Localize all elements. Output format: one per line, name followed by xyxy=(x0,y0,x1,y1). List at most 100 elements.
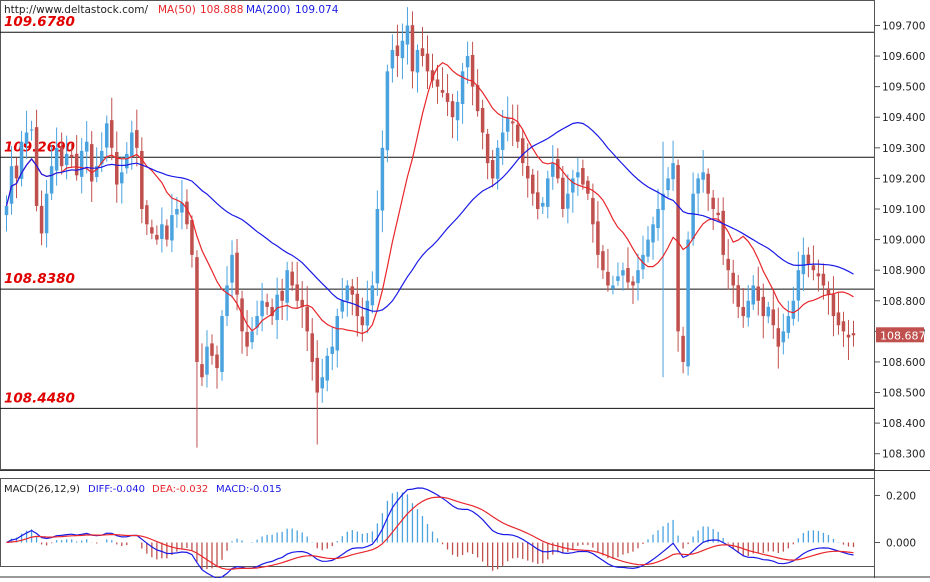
candle-body xyxy=(535,192,540,209)
candle-body xyxy=(255,316,259,328)
candle-body xyxy=(385,71,390,151)
candle-body xyxy=(821,273,826,286)
candle xyxy=(225,266,229,327)
candle xyxy=(831,276,836,337)
source-url[interactable]: http://www.deltastock.com/ xyxy=(4,4,149,16)
candle-body xyxy=(470,54,475,87)
candle xyxy=(566,174,570,224)
candle-body xyxy=(696,178,700,194)
candle-body xyxy=(155,234,159,240)
candle xyxy=(686,231,690,376)
candle xyxy=(120,156,124,204)
candle xyxy=(541,197,545,214)
candle-body xyxy=(325,355,330,381)
candle-body xyxy=(475,85,480,112)
candle xyxy=(761,283,766,339)
candle-body xyxy=(19,141,24,179)
candle-body xyxy=(530,174,535,194)
candle xyxy=(54,127,59,186)
candle-body xyxy=(460,71,465,105)
candle-body xyxy=(84,141,89,152)
candle-body xyxy=(485,133,490,164)
candle xyxy=(24,110,29,159)
candle xyxy=(14,157,19,199)
candle xyxy=(235,239,239,311)
candle-body xyxy=(104,123,109,148)
candle xyxy=(350,279,355,316)
candle xyxy=(125,142,129,174)
candle xyxy=(39,190,44,246)
candle xyxy=(340,278,345,319)
candle xyxy=(104,115,109,162)
candle xyxy=(64,135,69,180)
candle-body xyxy=(175,209,179,215)
ma200-line xyxy=(5,121,854,312)
candle xyxy=(816,259,821,292)
candle-body xyxy=(220,316,224,372)
candle xyxy=(365,280,370,334)
candle-body xyxy=(631,281,635,286)
candle xyxy=(701,150,705,193)
candle-body xyxy=(515,124,520,142)
candle-body xyxy=(791,300,796,319)
candle xyxy=(19,130,24,187)
candle-body xyxy=(305,306,309,332)
candle xyxy=(455,90,460,141)
candle-body xyxy=(315,357,319,393)
current-price-tag xyxy=(876,327,924,343)
candle-body xyxy=(566,193,570,209)
ma200-label: MA(200) xyxy=(246,4,290,16)
candle xyxy=(4,195,9,232)
candle-body xyxy=(125,153,129,169)
candle xyxy=(450,93,455,139)
ma50-label: MA(50) xyxy=(158,4,196,16)
candle xyxy=(170,193,174,253)
candle-body xyxy=(831,294,836,317)
candle-body xyxy=(150,227,154,234)
candle-body xyxy=(671,163,675,180)
candle xyxy=(611,275,615,295)
candle-body xyxy=(786,316,791,333)
candle xyxy=(400,23,405,80)
y-tick-label: 109.000 xyxy=(882,235,925,247)
candle xyxy=(721,197,725,266)
candle-body xyxy=(666,178,670,191)
candle xyxy=(525,143,530,198)
candle-body xyxy=(165,225,169,240)
candle-body xyxy=(140,150,144,209)
candle xyxy=(771,291,776,339)
candle-body xyxy=(215,354,219,369)
candle-body xyxy=(109,120,114,148)
candle-body xyxy=(405,25,410,45)
candle xyxy=(851,320,856,347)
candle-body xyxy=(676,165,680,332)
candle xyxy=(59,132,64,175)
candle xyxy=(310,318,314,381)
candle-body xyxy=(370,285,375,306)
candle-body xyxy=(295,284,299,301)
candle xyxy=(89,131,94,202)
candle-body xyxy=(776,328,781,347)
candle xyxy=(330,326,335,371)
candle xyxy=(651,216,655,260)
ma50-value: 108.888 xyxy=(200,4,243,16)
candle xyxy=(420,26,425,67)
y-tick-label: 109.600 xyxy=(882,51,925,63)
candle xyxy=(676,159,680,352)
candle-body xyxy=(64,153,69,166)
candle xyxy=(410,11,415,89)
candle-body xyxy=(49,166,54,194)
candle-body xyxy=(320,377,325,389)
candle-body xyxy=(145,205,149,225)
candle xyxy=(395,24,400,77)
candle xyxy=(79,138,84,194)
candle-body xyxy=(290,271,294,286)
macd-diff-line xyxy=(6,487,854,580)
candle-body xyxy=(195,257,199,362)
candle xyxy=(791,286,796,326)
candle-body xyxy=(120,172,124,184)
candle-body xyxy=(225,285,229,317)
candle-body xyxy=(39,205,44,234)
candle-body xyxy=(455,101,460,121)
candle-body xyxy=(561,177,565,209)
